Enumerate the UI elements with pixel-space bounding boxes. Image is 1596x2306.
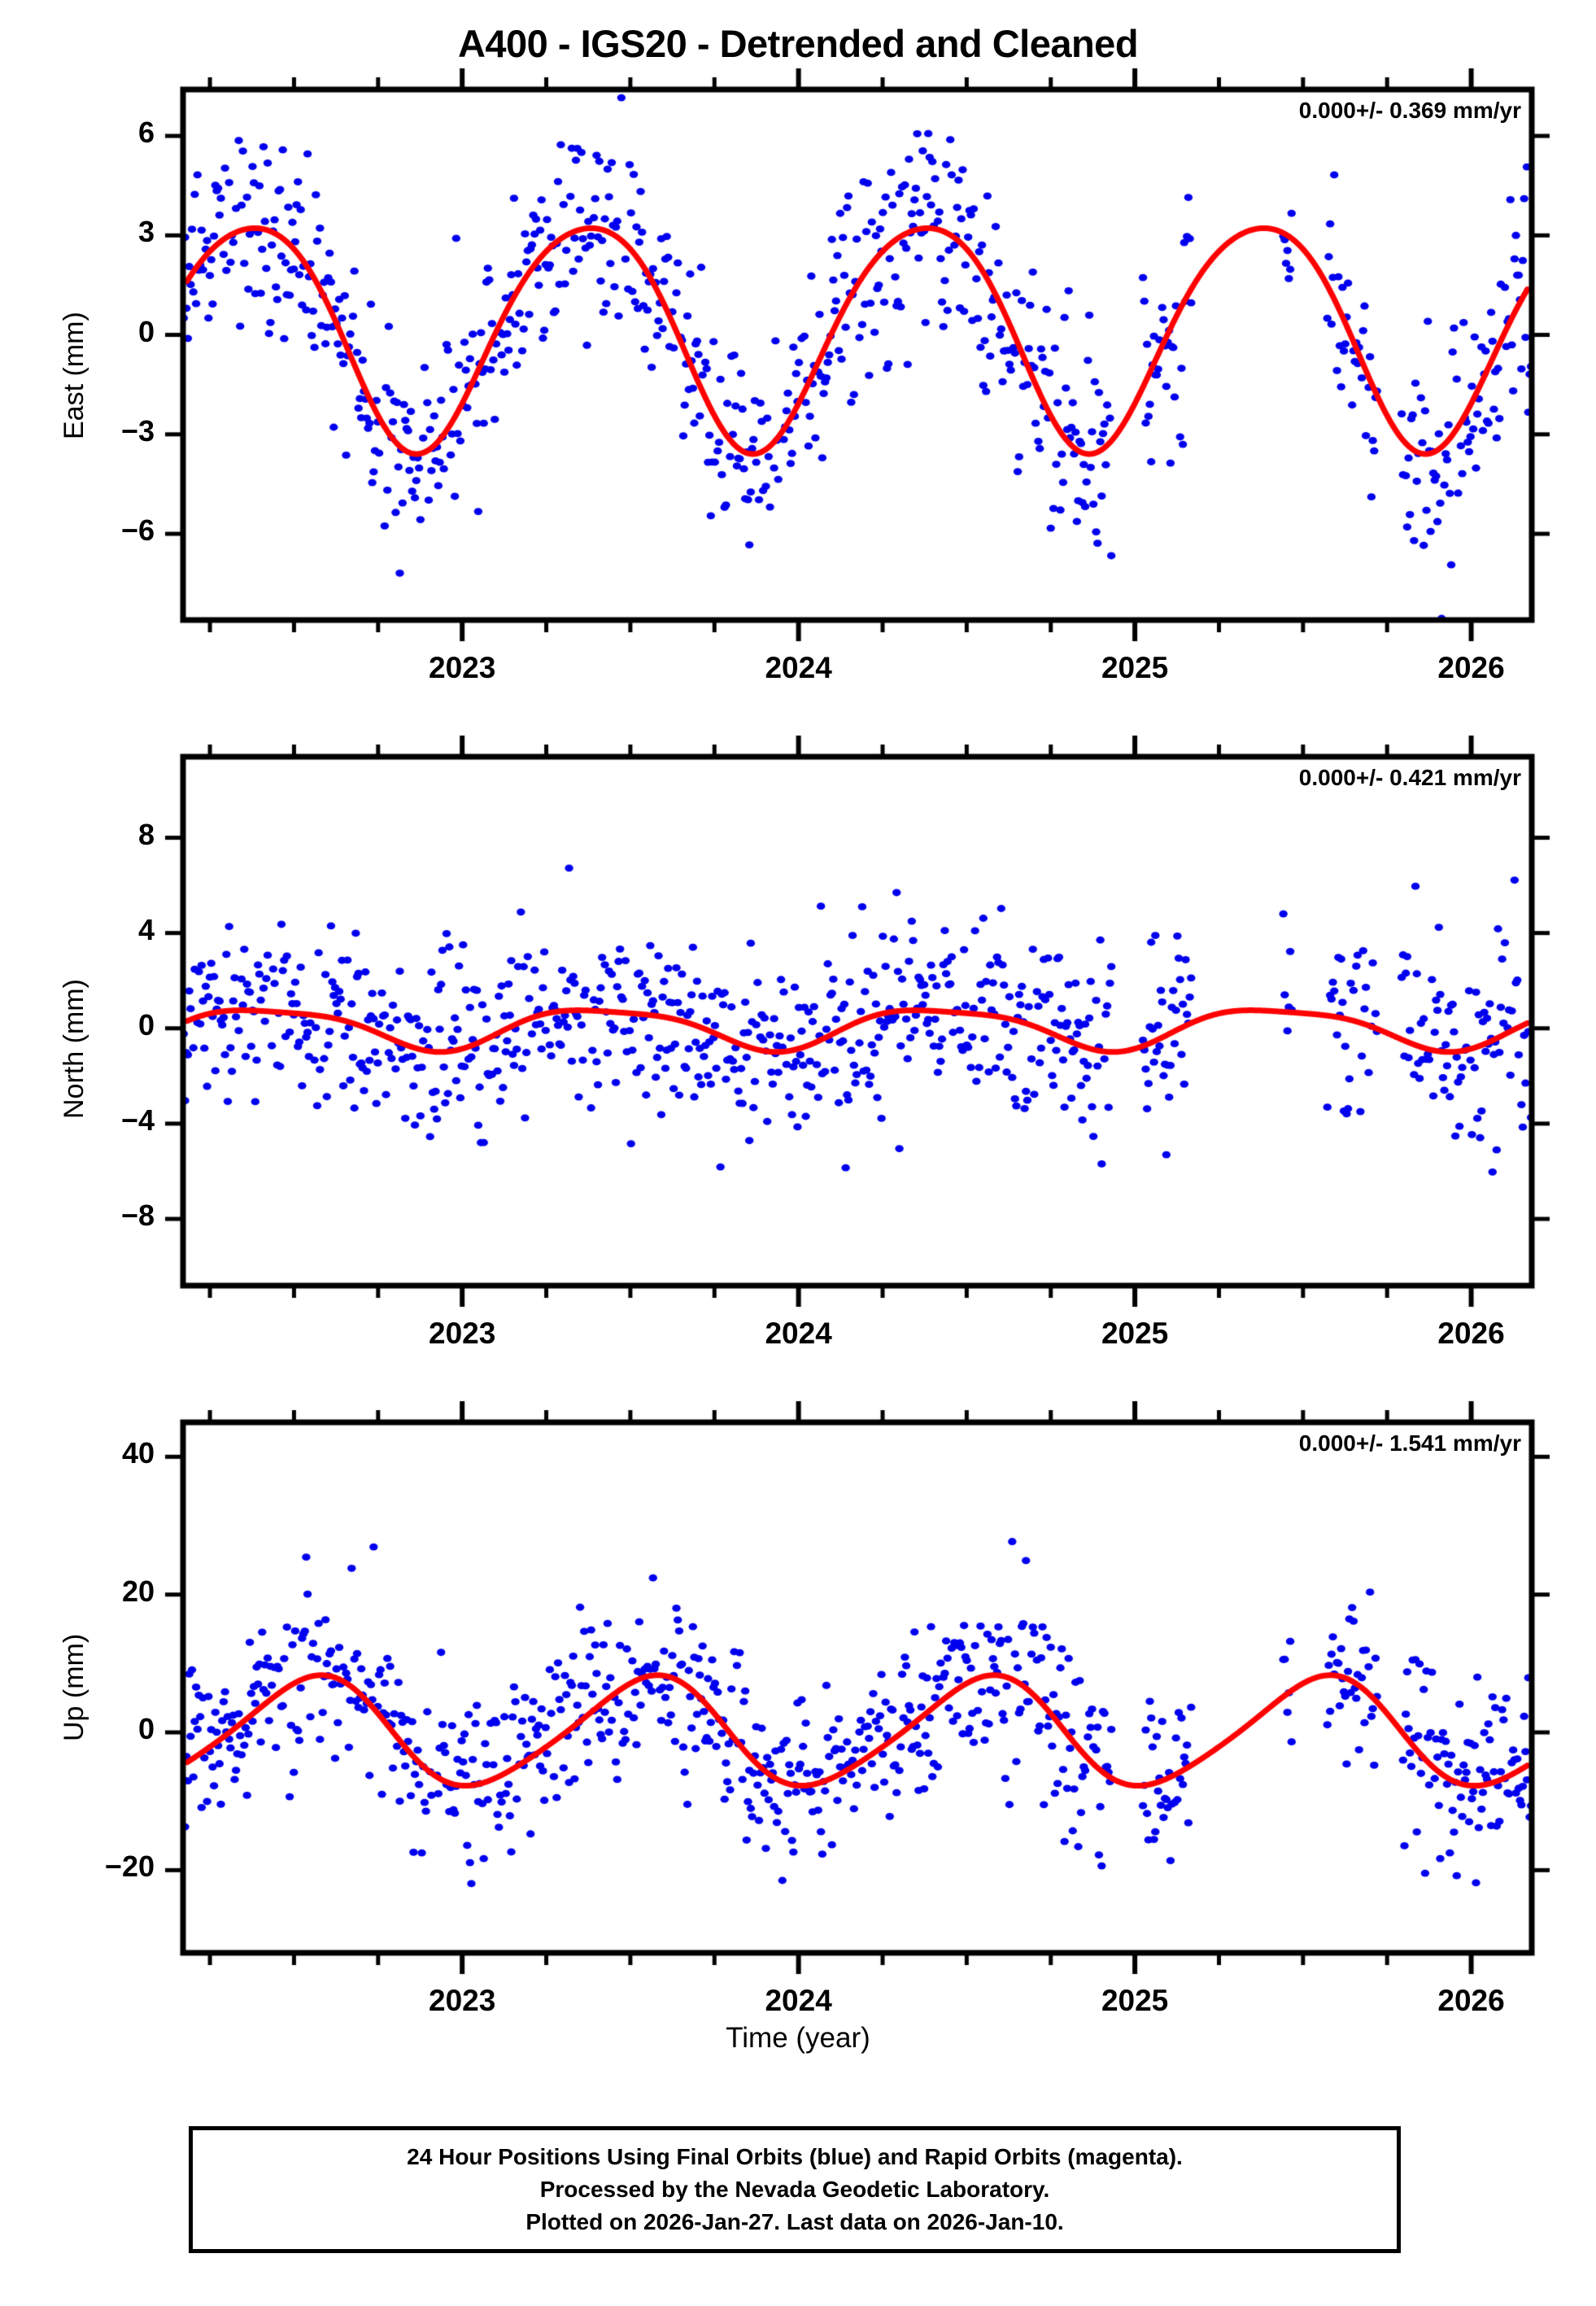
y-tick-label: 3 xyxy=(137,215,155,249)
y-tick-label: −3 xyxy=(120,413,155,448)
page-title: A400 - IGS20 - Detrended and Cleaned xyxy=(457,22,1139,65)
rate-annotation-up: 0.000+/- 1.541 mm/yr xyxy=(1298,1430,1521,1456)
x-tick-label: 2024 xyxy=(765,1984,832,2017)
x-tick-label: 2026 xyxy=(1437,1317,1505,1350)
rate-annotation-north: 0.000+/- 0.421 mm/yr xyxy=(1298,765,1521,790)
y-tick-label: −8 xyxy=(120,1199,155,1233)
y-tick-label: 4 xyxy=(137,912,155,946)
caption-line-1: 24 Hour Positions Using Final Orbits (bl… xyxy=(407,2144,1183,2170)
rate-annotation-east: 0.000+/- 0.369 mm/yr xyxy=(1298,98,1521,123)
y-tick-label: 6 xyxy=(137,116,155,150)
x-tick-label: 2024 xyxy=(765,651,832,684)
caption-line-2: Processed by the Nevada Geodetic Laborat… xyxy=(539,2177,1050,2203)
x-tick-label: 2025 xyxy=(1101,651,1169,684)
x-tick-label: 2026 xyxy=(1437,1984,1505,2017)
x-tick-label: 2023 xyxy=(429,651,496,684)
x-tick-label: 2023 xyxy=(429,1317,496,1350)
y-tick-label: 0 xyxy=(137,314,155,348)
y-tick-label: −20 xyxy=(104,1850,155,1884)
x-tick-label: 2025 xyxy=(1101,1317,1169,1350)
y-tick-label: 0 xyxy=(137,1712,155,1746)
x-tick-label: 2025 xyxy=(1101,1984,1169,2017)
y-tick-label: −6 xyxy=(120,513,155,548)
x-tick-label: 2026 xyxy=(1437,651,1505,684)
caption-line-3: Plotted on 2026-Jan-27. Last data on 202… xyxy=(525,2208,1064,2234)
y-tick-label: 40 xyxy=(121,1436,155,1470)
x-tick-label: 2024 xyxy=(765,1317,832,1350)
y-tick-label: 0 xyxy=(137,1007,155,1042)
x-tick-label: 2023 xyxy=(429,1984,496,2017)
caption-box: 24 Hour Positions Using Final Orbits (bl… xyxy=(189,2126,1401,2253)
y-axis-label-north: North (mm) xyxy=(59,979,89,1119)
x-axis-title: Time (year) xyxy=(726,2022,870,2054)
y-tick-label: 8 xyxy=(137,817,155,851)
y-tick-label: 20 xyxy=(121,1574,155,1608)
y-tick-label: −4 xyxy=(120,1103,155,1137)
